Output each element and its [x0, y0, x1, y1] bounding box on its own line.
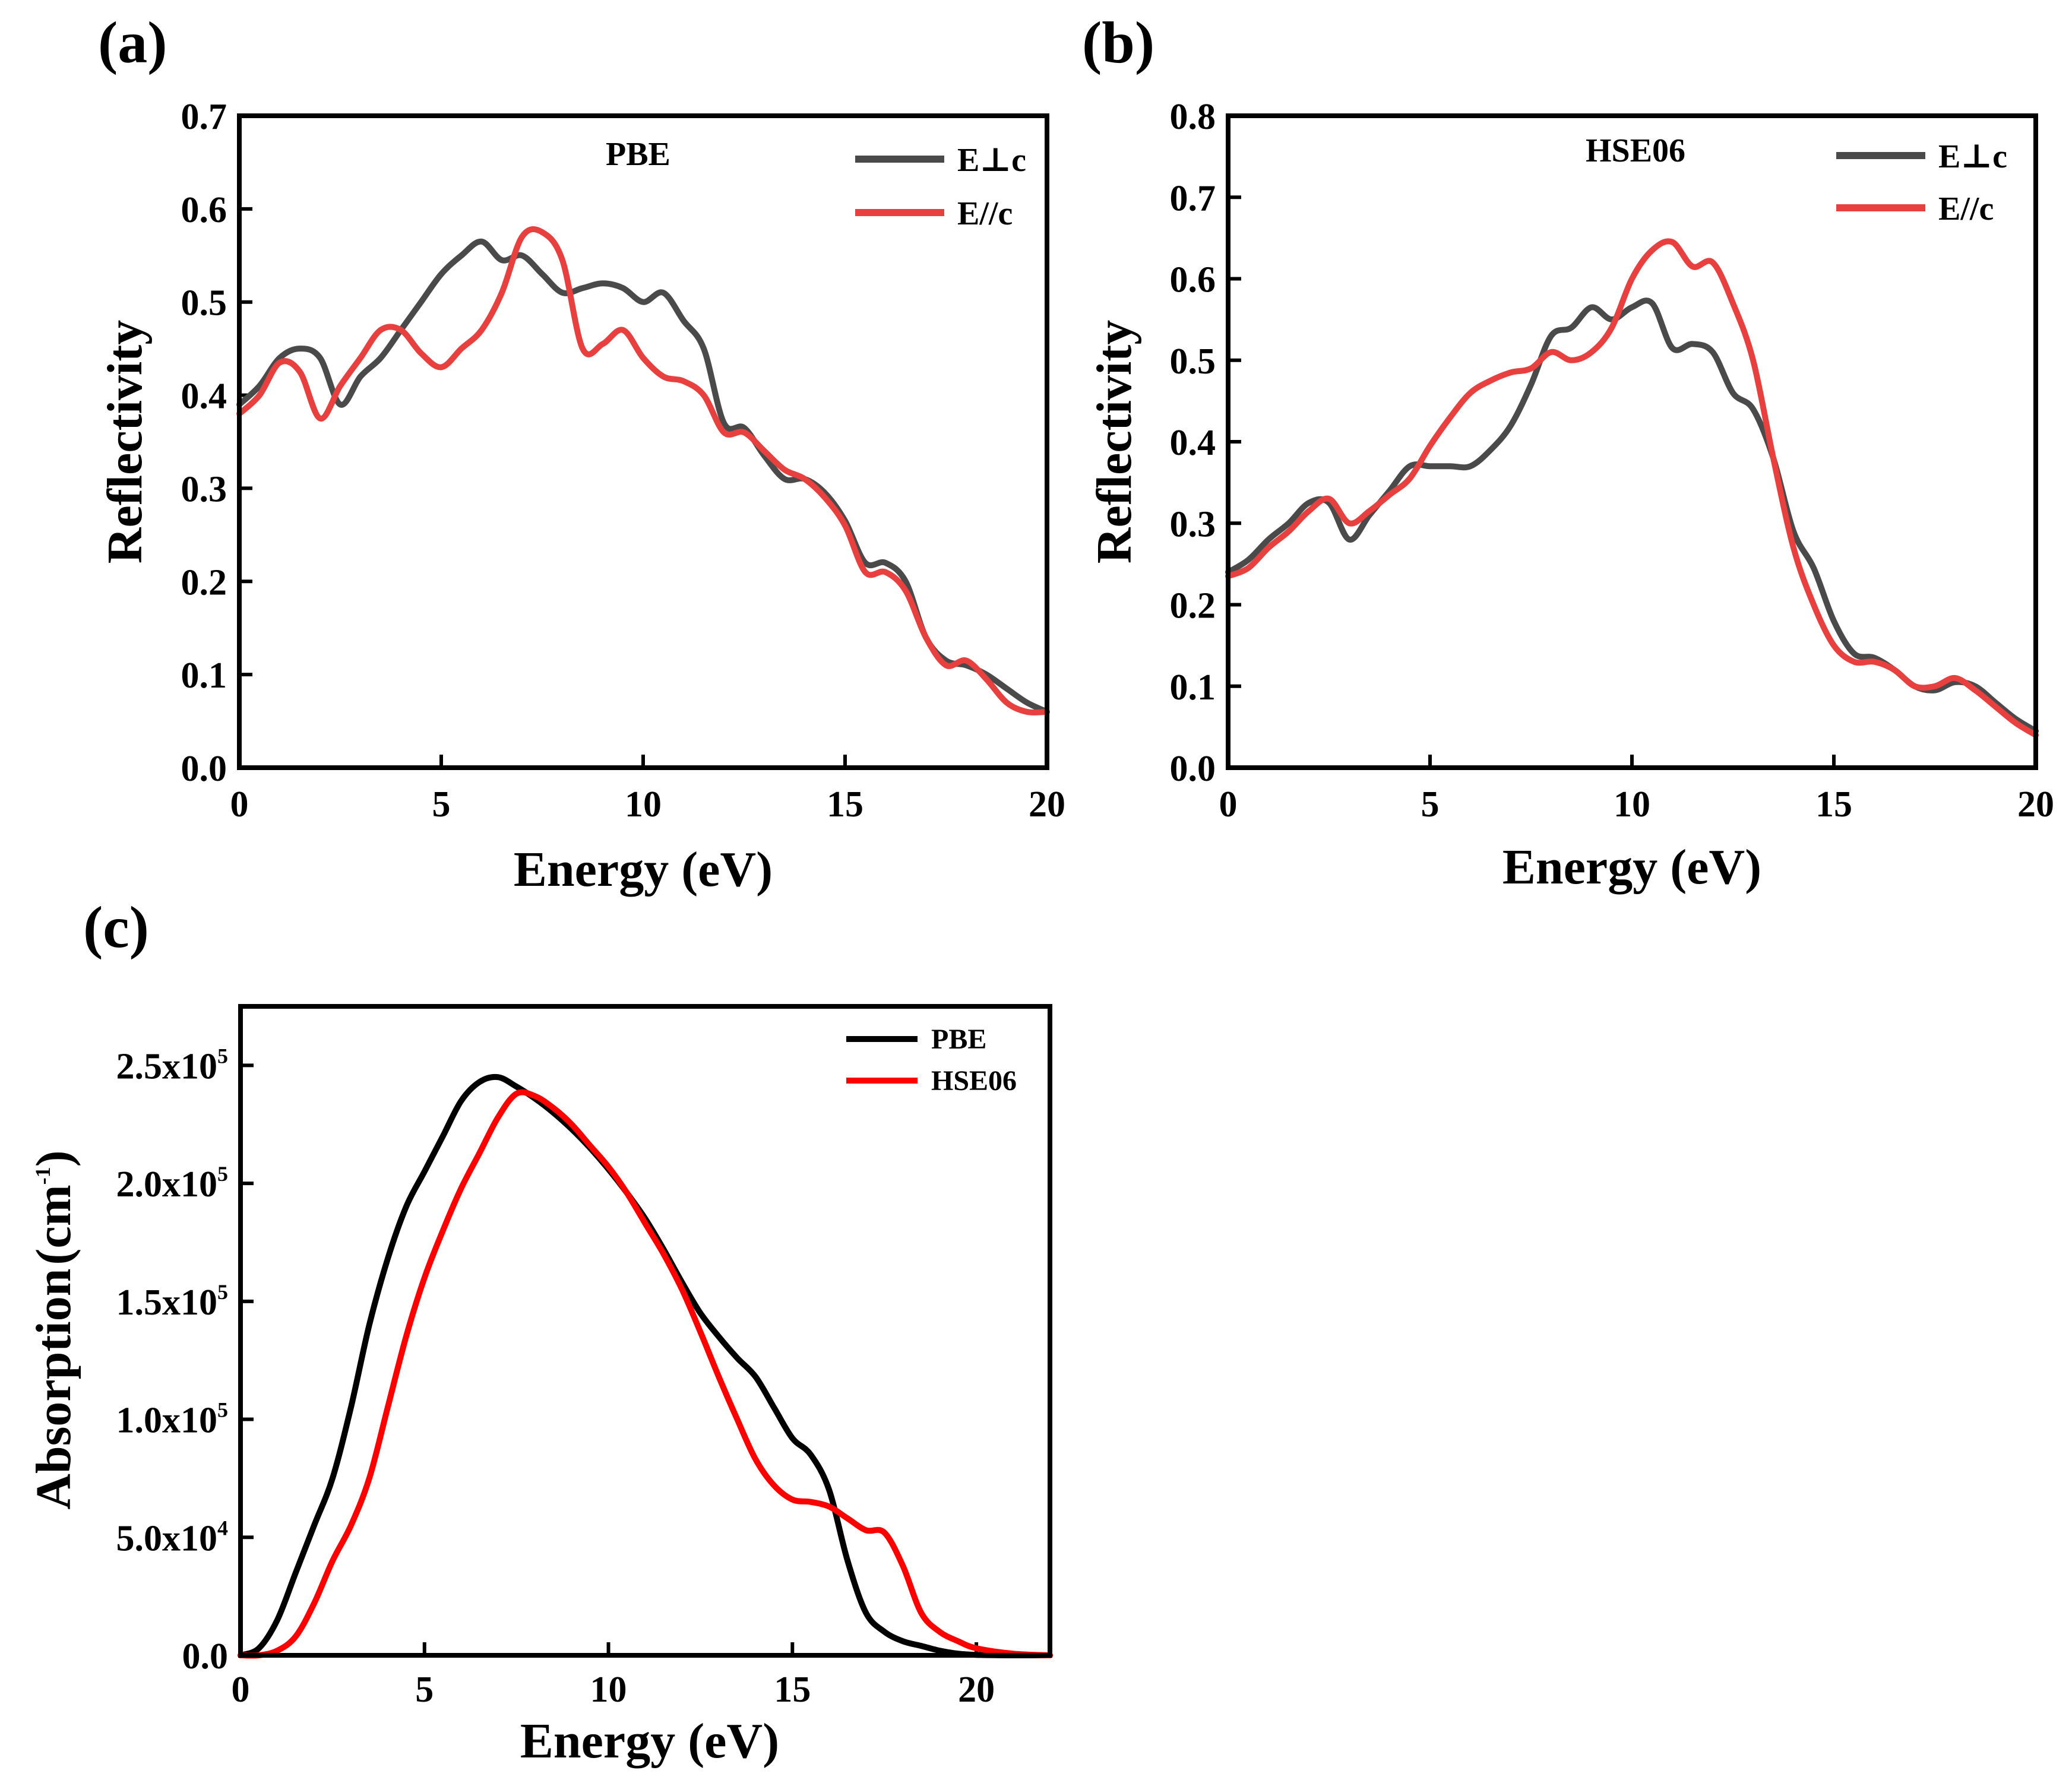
chart-c-ytick-label-5: 2.5x105 [116, 1044, 229, 1087]
chart-b-xlabel: Energy (eV) [1502, 840, 1761, 895]
chart-a-xtick-label-1: 5 [432, 784, 451, 825]
chart-c-xlabel: Energy (eV) [520, 1714, 779, 1769]
chart-b-ytick-label-4: 0.4 [1170, 423, 1216, 463]
panel-label-a: (a) [98, 9, 167, 75]
panel-a-reflectivity-pbe: (a) PBE 0 5 10 15 20 0.0 0.1 0.2 0.3 0.4 0.5 0.6 0.7… [97, 9, 1065, 897]
chart-a-ytick-label-6: 0.6 [181, 190, 227, 230]
chart-c-ylabel-close: ) [26, 1150, 81, 1167]
chart-c-xtick-label-3: 15 [774, 1670, 811, 1710]
chart-b-series-0 [1225, 297, 2039, 734]
chart-b-xtick-label-0: 0 [1219, 784, 1238, 825]
chart-c-series [238, 1073, 1053, 1659]
chart-a-xtick-label-0: 0 [230, 784, 249, 825]
chart-c-series-1 [238, 1089, 1053, 1659]
chart-a-ytick-label-5: 0.5 [181, 283, 227, 324]
chart-b-ytick-label-0: 0.0 [1170, 749, 1216, 789]
chart-b-ytick-label-6: 0.6 [1170, 260, 1216, 300]
legend-a-label-perp: E⊥c [957, 142, 1026, 179]
chart-b-xtick-label-1: 5 [1421, 784, 1440, 825]
chart-b-ytick-label-7: 0.7 [1170, 178, 1216, 218]
chart-b-legend: E⊥c E//c [1836, 138, 2007, 227]
legend-c-label-pbe: PBE [931, 1024, 986, 1055]
chart-a-xtick-label-2: 10 [625, 784, 662, 825]
chart-b-ytick-label-5: 0.5 [1170, 341, 1216, 382]
chart-b-ticks: 0 5 10 15 20 0.0 0.1 0.2 0.3 0.4 0.5 0.6 0.7 0.8 [1170, 97, 2055, 825]
chart-a-ylabel: Reflectivity [97, 320, 153, 563]
chart-c-legend: PBE HSE06 [846, 1024, 1017, 1097]
legend-c-label-hse06: HSE06 [931, 1065, 1017, 1097]
panel-c-absorption: (c) 0 5 10 15 20 0.0 5.0x104 1.0x105 1.5x105 2.0x… [26, 894, 1053, 1769]
chart-c-xtick-label-0: 0 [232, 1670, 250, 1710]
chart-c-ytick-label-0: 0.0 [182, 1636, 229, 1677]
chart-a-xtick-label-4: 20 [1029, 784, 1065, 825]
chart-c-ytick-label-3: 1.5x105 [116, 1280, 229, 1323]
chart-b-axes-frame [1226, 113, 2038, 770]
chart-a-axes-frame [237, 113, 1049, 770]
chart-c-ylabel-main: Absorption [26, 1269, 81, 1510]
chart-a-ytick-label-7: 0.7 [181, 97, 227, 137]
chart-b-xtick-label-4: 20 [2017, 784, 2054, 825]
chart-a-title: PBE [606, 136, 670, 173]
chart-a-ytick-label-4: 0.4 [181, 376, 227, 417]
chart-c-axes-frame [238, 1004, 1052, 1658]
chart-c-xtick-label-1: 5 [415, 1670, 434, 1710]
chart-b-title: HSE06 [1586, 132, 1685, 169]
chart-c-ytick-label-4: 2.0x105 [116, 1162, 229, 1205]
chart-c-xtick-label-2: 10 [590, 1670, 627, 1710]
chart-a-xtick-label-3: 15 [827, 784, 863, 825]
legend-b-label-perp: E⊥c [1938, 138, 2007, 175]
chart-a-series-1 [236, 226, 1050, 716]
chart-a-ytick-label-1: 0.1 [181, 655, 227, 696]
chart-c-xtick-label-4: 20 [958, 1670, 995, 1710]
chart-a-ticks: 0 5 10 15 20 0.0 0.1 0.2 0.3 0.4 0.5 0.6 0.7 [181, 97, 1066, 825]
panel-b-reflectivity-hse06: (b) HSE06 0 5 10 15 200.00.10.20.30.40.50.60… [1082, 9, 2054, 895]
legend-a-label-par: E//c [957, 195, 1013, 232]
chart-c-ylabel-exp: -1 [31, 1167, 55, 1184]
chart-b-series-1 [1225, 238, 2039, 739]
chart-c-ytick-label-2: 1.0x105 [116, 1398, 229, 1441]
legend-b-label-par: E//c [1938, 191, 1994, 227]
chart-a-ytick-label-2: 0.2 [181, 562, 227, 603]
chart-c-ytick-label-1: 5.0x104 [116, 1516, 229, 1559]
chart-a-ytick-label-3: 0.3 [181, 469, 227, 509]
chart-b-ytick-label-2: 0.2 [1170, 586, 1216, 626]
chart-a-xlabel: Energy (eV) [514, 842, 773, 897]
chart-a-legend: E⊥c E//c [855, 142, 1026, 232]
chart-b-xtick-label-3: 15 [1815, 784, 1852, 825]
panel-label-b: (b) [1082, 9, 1154, 75]
chart-b-ytick-label-1: 0.1 [1170, 667, 1216, 708]
chart-a-series [236, 226, 1050, 716]
chart-b-series [1225, 238, 2039, 739]
chart-c-ylabel: Absorption(cm-1) [26, 1150, 81, 1509]
chart-b-ytick-label-8: 0.8 [1170, 97, 1216, 137]
chart-b-ylabel: Reflectivity [1087, 320, 1142, 563]
chart-b-ytick-label-3: 0.3 [1170, 504, 1216, 544]
panel-label-c: (c) [83, 894, 149, 960]
chart-b-xtick-label-2: 10 [1614, 784, 1650, 825]
chart-c-ylabel-unit: (cm [26, 1184, 81, 1265]
chart-c-series-0 [238, 1073, 1053, 1659]
chart-a-ytick-label-0: 0.0 [181, 749, 227, 789]
